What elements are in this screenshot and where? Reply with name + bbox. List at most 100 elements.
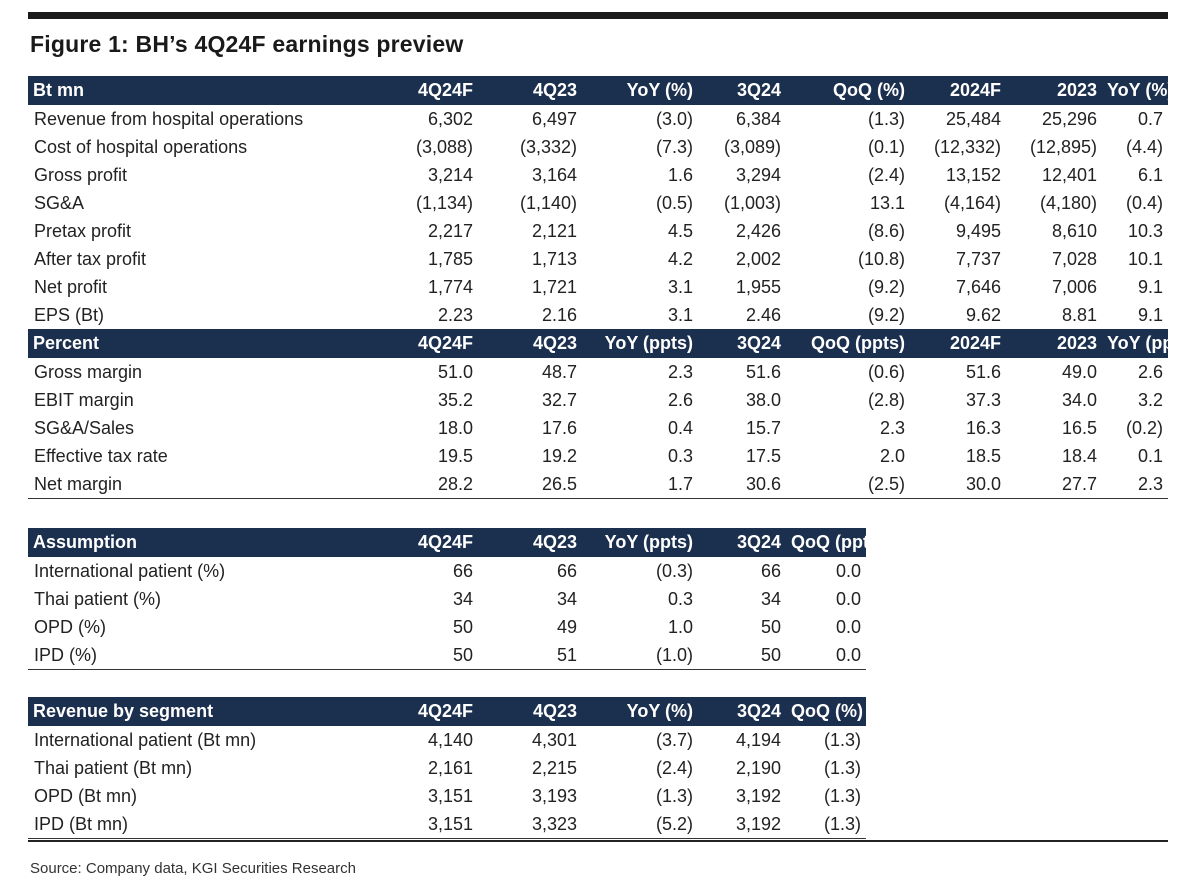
table-cell: 16.3 — [965, 418, 1001, 438]
table-cell: (9.2) — [867, 277, 905, 297]
table-cell: (1.3) — [786, 810, 866, 839]
segment-table-header: Revenue by segment 4Q24F 4Q23 YoY (%) 3Q24 Qo… — [28, 697, 866, 726]
table-row: SG&A/Sales 18.0 17.6 0.4 15.7 2.3 16.3 16.5 (0.2… — [28, 414, 1168, 442]
header-row: Bt mn 4Q24F 4Q23 YoY (%) 3Q24 QoQ (%) 2024F 202… — [28, 76, 1168, 105]
table-cell: 2.23 — [437, 305, 473, 325]
column-header: 4Q24F — [378, 528, 478, 557]
table-cell: (1.3) — [655, 786, 693, 806]
table-cell: 2,121 — [531, 221, 577, 241]
table-cell: 4,140 — [427, 730, 473, 750]
row-label: Thai patient (Bt mn) — [34, 758, 193, 778]
column-header: QoQ (%) — [786, 76, 910, 105]
table-cell: (3,089) — [723, 137, 781, 157]
table-cell: 9.62 — [965, 305, 1001, 325]
column-header: 4Q23 — [478, 76, 582, 105]
table-cell: 4,301 — [531, 730, 577, 750]
table-cell: 6,384 — [735, 109, 781, 129]
table-cell: 12,401 — [1041, 165, 1097, 185]
table-row: Revenue from hospital operations 6,302 6,4… — [28, 105, 1168, 133]
row-label: SG&A — [34, 193, 85, 213]
earnings-table-body: Revenue from hospital operations 6,302 6,4… — [28, 105, 1168, 329]
table-cell: 3.1 — [667, 305, 693, 325]
table-cell: (1,003) — [723, 193, 781, 213]
table-cell: 18.5 — [965, 446, 1001, 466]
table-cell: 19.2 — [541, 446, 577, 466]
table-cell: 3,192 — [698, 810, 786, 839]
column-header: YoY (%) — [582, 76, 698, 105]
table-row: Gross profit 3,214 3,164 1.6 3,294 (2.4) 13,15… — [28, 161, 1168, 189]
table-cell: (4.4) — [1125, 137, 1163, 157]
row-label: Net margin — [28, 470, 378, 499]
table-cell: 32.7 — [541, 390, 577, 410]
row-label: Cost of hospital operations — [34, 137, 248, 157]
column-header: 2023 — [1006, 329, 1102, 358]
table-cell: 3.2 — [1137, 390, 1163, 410]
table-cell: 0.3 — [667, 446, 693, 466]
row-label: OPD (Bt mn) — [34, 786, 138, 806]
table-cell: 10.3 — [1127, 221, 1163, 241]
earnings-table-header: Bt mn 4Q24F 4Q23 YoY (%) 3Q24 QoQ (%) 2024F 202… — [28, 76, 1168, 105]
header-label: Bt mn — [28, 76, 378, 105]
column-header: 3Q24 — [698, 76, 786, 105]
table-cell: 6.1 — [1137, 165, 1163, 185]
table-cell: 2,002 — [735, 249, 781, 269]
table-cell: (0.2) — [1125, 418, 1163, 438]
row-label: Net profit — [34, 277, 108, 297]
table-cell: 17.6 — [541, 418, 577, 438]
table-cell: 4.5 — [667, 221, 693, 241]
table-cell: (2.4) — [655, 758, 693, 778]
table-cell: 35.2 — [437, 390, 473, 410]
table-cell: (2.8) — [867, 390, 905, 410]
table-cell: 0.1 — [1137, 446, 1163, 466]
table-cell: 3,164 — [531, 165, 577, 185]
table-cell: 18.0 — [437, 418, 473, 438]
table-cell: 2,217 — [427, 221, 473, 241]
assumption-table: Assumption 4Q24F 4Q23 YoY (ppts) 3Q24 QoQ (pp… — [28, 528, 866, 670]
table-cell: 3,323 — [478, 810, 582, 839]
table-cell: 19.5 — [437, 446, 473, 466]
header-row: Assumption 4Q24F 4Q23 YoY (ppts) 3Q24 QoQ (pp… — [28, 528, 866, 557]
table-cell: (0.5) — [655, 193, 693, 213]
table-cell: 7,028 — [1051, 249, 1097, 269]
table-cell: 51.6 — [965, 362, 1001, 382]
row-label: OPD (%) — [34, 617, 106, 637]
percent-table-header: Percent 4Q24F 4Q23 YoY (ppts) 3Q24 QoQ (ppts)… — [28, 329, 1168, 358]
row-label: Gross margin — [34, 362, 143, 382]
column-header: YoY (%) — [1102, 76, 1168, 105]
table-cell: 1,785 — [427, 249, 473, 269]
table-row: OPD (%) 50 49 1.0 50 0.0 — [28, 613, 866, 641]
table-cell: 2.6 — [667, 390, 693, 410]
table-cell: 1,713 — [531, 249, 577, 269]
column-header: 3Q24 — [698, 329, 786, 358]
table-cell: 9.1 — [1137, 305, 1163, 325]
table-cell: 66 — [452, 561, 473, 581]
table-row: Pretax profit 2,217 2,121 4.5 2,426 (8.6) 9,49… — [28, 217, 1168, 245]
table-cell: 2.3 — [667, 362, 693, 382]
table-cell: 66 — [556, 561, 577, 581]
column-header: 3Q24 — [698, 528, 786, 557]
column-header: QoQ (%) — [786, 697, 866, 726]
table-cell: 1.7 — [582, 470, 698, 499]
bottom-rule — [28, 840, 1168, 842]
column-header: YoY (ppts) — [582, 528, 698, 557]
table-cell: (1.3) — [823, 786, 861, 806]
table-cell: 3,192 — [735, 786, 781, 806]
table-cell: (2.4) — [867, 165, 905, 185]
table-cell: 15.7 — [745, 418, 781, 438]
top-rule — [28, 12, 1168, 19]
row-label: After tax profit — [34, 249, 147, 269]
table-cell: 25,296 — [1041, 109, 1097, 129]
table-cell: 2.0 — [879, 446, 905, 466]
table-cell: 16.5 — [1061, 418, 1097, 438]
table-cell: (3.0) — [655, 109, 693, 129]
table-cell: 2,190 — [735, 758, 781, 778]
row-label: International patient (Bt mn) — [34, 730, 257, 750]
table-cell: 0.4 — [667, 418, 693, 438]
table-cell: 2.3 — [879, 418, 905, 438]
table-cell: (0.4) — [1125, 193, 1163, 213]
percent-table-body: Gross margin 51.0 48.7 2.3 51.6 (0.6) 51.6 49.0… — [28, 358, 1168, 499]
table-cell: 13,152 — [945, 165, 1001, 185]
row-label: IPD (Bt mn) — [28, 810, 378, 839]
table-cell: 49.0 — [1061, 362, 1097, 382]
table-cell: (3,088) — [415, 137, 473, 157]
